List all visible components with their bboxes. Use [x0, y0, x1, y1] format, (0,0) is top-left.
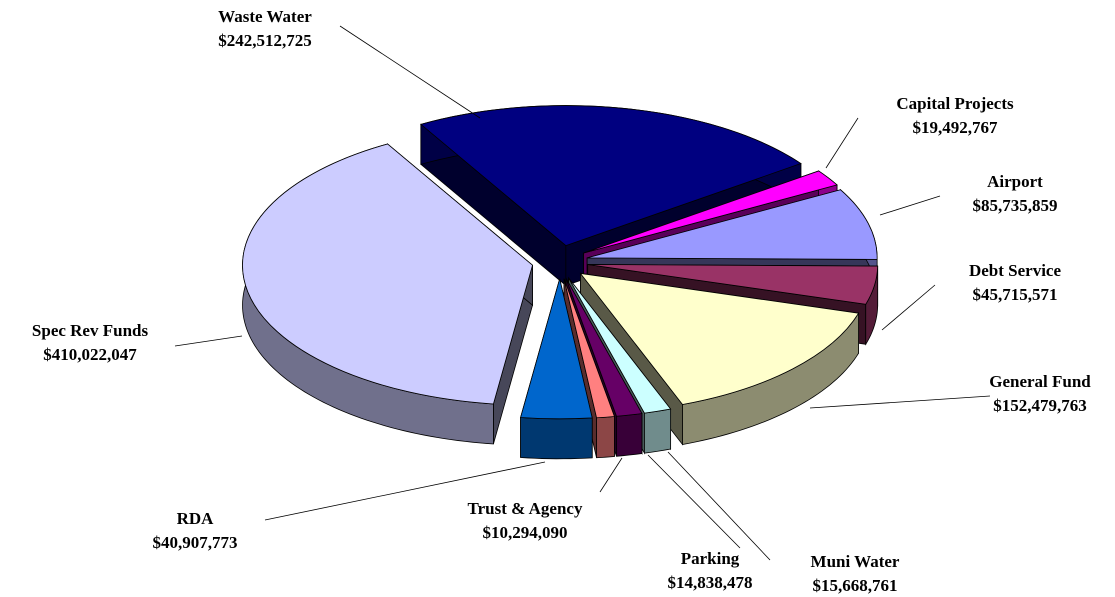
- leader-line: [264, 461, 546, 521]
- leader-line: [667, 451, 771, 561]
- leader-line: [881, 284, 936, 331]
- slice-value-label: $14,838,478: [668, 573, 753, 592]
- slice-top: [579, 272, 860, 405]
- slice-value-label: $85,735,859: [973, 196, 1058, 215]
- slice-value-label: $152,479,763: [993, 396, 1087, 415]
- slice-top: [242, 143, 533, 405]
- slice-top: [587, 189, 878, 260]
- slice-value-label: $45,715,571: [973, 285, 1058, 304]
- slice-top: [565, 278, 643, 417]
- leader-line: [174, 335, 243, 347]
- slice-label: General Fund: [989, 372, 1091, 391]
- slice-top: [420, 105, 802, 247]
- slice-side: [596, 416, 615, 459]
- slice-value-label: $10,294,090: [483, 523, 568, 542]
- slice-value-label: $15,668,761: [813, 576, 898, 595]
- slice: [242, 143, 533, 445]
- leader-line: [809, 395, 991, 409]
- slice-label: RDA: [177, 509, 215, 528]
- slice-label: Debt Service: [969, 261, 1062, 280]
- slice-label: Capital Projects: [896, 94, 1014, 113]
- slice-top: [568, 277, 672, 414]
- slice: [520, 278, 593, 460]
- slice-label: Trust & Agency: [468, 499, 583, 518]
- slice-label: Muni Water: [811, 552, 900, 571]
- slice-label: Parking: [681, 549, 740, 568]
- slice-side: [520, 417, 593, 460]
- leader-line: [879, 195, 941, 216]
- slice-value-label: $40,907,773: [153, 533, 238, 552]
- slice-top: [520, 278, 593, 420]
- slice-label: Spec Rev Funds: [32, 321, 149, 340]
- slice-value-label: $19,492,767: [913, 118, 999, 137]
- leader-line: [825, 117, 859, 169]
- slice-label: Airport: [987, 172, 1043, 191]
- slice-top: [563, 278, 615, 419]
- slice-value-label: $410,022,047: [43, 345, 137, 364]
- slice-top: [583, 170, 838, 254]
- leader-line: [339, 25, 481, 119]
- slice-side: [616, 413, 643, 457]
- leader-line: [647, 454, 741, 549]
- slice-value-label: $242,512,725: [218, 31, 312, 50]
- leader-line: [599, 457, 623, 493]
- slice-label: Waste Water: [218, 7, 312, 26]
- slice-top: [587, 264, 879, 305]
- slice-side: [644, 408, 672, 454]
